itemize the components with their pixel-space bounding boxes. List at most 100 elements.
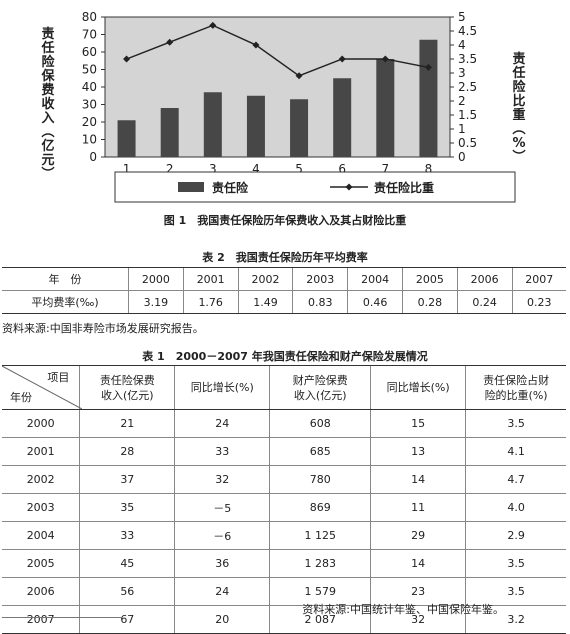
y-left-tick-label: 0	[89, 150, 97, 164]
year-cell: 2006	[2, 577, 80, 606]
y-left-tick-label: 60	[82, 45, 97, 59]
value-cell: 4.7	[465, 465, 566, 494]
y-right-tick-label: 5	[458, 10, 466, 24]
year-cell: 2004	[2, 521, 80, 550]
row-header: 年 份	[2, 267, 129, 291]
value-cell: 685	[269, 437, 371, 466]
table1-caption: 表 1 2000－2007 年我国责任保险和财产保险发展情况	[142, 350, 428, 363]
bar	[246, 95, 265, 157]
value-cell: 36	[174, 549, 270, 578]
y-left-axis-label: 责任险保费收入︵亿元︶	[40, 26, 55, 182]
value-cell: 13	[370, 437, 466, 466]
value-cell: 1 579	[269, 577, 371, 606]
average-rate-table: 年 份 2000 2001 2002 2003 2004 2005 2006 2007 平均费…	[2, 267, 566, 314]
value-cell: 14	[370, 465, 466, 494]
line-point	[381, 55, 389, 63]
bar	[290, 99, 309, 157]
value-cell: 29	[370, 521, 466, 550]
y-right-tick-label: 0	[458, 150, 466, 164]
plot-area	[104, 16, 451, 158]
y-left-tick-label: 20	[82, 115, 97, 129]
year-cell: 2004	[347, 267, 403, 291]
value-cell: 20	[174, 605, 270, 634]
rate-cell: 1.76	[182, 290, 239, 314]
table-row: 平均费率(‰) 3.19 1.76 1.49 0.83 0.46 0.28 0.24 0.23	[2, 290, 566, 314]
line-point	[295, 72, 303, 80]
year-cell: 2007	[511, 267, 566, 291]
rate-cell: 0.23	[511, 290, 566, 314]
column-header: 责任保险占财 险的比重(%)	[465, 365, 566, 410]
column-header: 同比增长(%)	[174, 365, 270, 410]
value-cell: 33	[174, 437, 270, 466]
value-cell: 3.5	[465, 577, 566, 606]
legend-line-label: 责任险比重	[374, 180, 434, 195]
value-cell: 33	[79, 521, 175, 550]
bar	[419, 39, 438, 157]
y-left-tick-label: 30	[82, 98, 97, 112]
column-header: 同比增长(%)	[370, 365, 466, 410]
rate-cell: 0.28	[401, 290, 458, 314]
y-right-tick-label: 4	[458, 38, 466, 52]
value-cell: 1 283	[269, 549, 371, 578]
x-tick-label: 3	[209, 162, 217, 176]
value-cell: 37	[79, 465, 175, 494]
year-cell: 2000	[2, 409, 80, 438]
figure-caption: 图 1 我国责任保险历年保费收入及其占财险比重	[163, 214, 407, 227]
table2-source: 资料来源:中国非寿险市场发展研究报告。	[2, 322, 204, 335]
bar	[333, 78, 352, 157]
table-row: 2004 33 －6 1 125 29 2.9	[2, 521, 566, 550]
legend-line-marker	[345, 183, 353, 191]
line-point	[424, 63, 432, 71]
value-cell: 15	[370, 409, 466, 438]
table-row: 年 份 2000 2001 2002 2003 2004 2005 2006 2007	[2, 267, 566, 291]
y-left-tick-label: 70	[82, 28, 97, 42]
value-cell: 780	[269, 465, 371, 494]
value-cell: 608	[269, 409, 371, 438]
legend-bar-label: 责任险	[212, 180, 249, 195]
value-cell: 24	[174, 577, 270, 606]
y-left-tick-label: 10	[82, 133, 97, 147]
diagonal-divider	[2, 366, 82, 409]
year-cell: 2005	[2, 549, 80, 578]
value-cell: 28	[79, 437, 175, 466]
year-cell: 2001	[2, 437, 80, 466]
rate-cell: 0.46	[347, 290, 403, 314]
value-cell: 3.5	[465, 549, 566, 578]
bar	[160, 108, 179, 157]
bar	[376, 59, 395, 157]
value-cell: 24	[174, 409, 270, 438]
legend-box	[114, 171, 516, 203]
footnote-rule	[2, 617, 122, 618]
y-right-tick-label: 2	[458, 94, 466, 108]
table-row: 2002 37 32 780 14 4.7	[2, 465, 566, 494]
year-cell: 2007	[2, 605, 80, 634]
x-tick-label: 1	[123, 162, 131, 176]
y-left-tick-label: 80	[82, 10, 97, 24]
year-cell: 2003	[2, 493, 80, 522]
corner-cell: 项目 年份	[2, 365, 82, 410]
value-cell: 23	[370, 577, 466, 606]
insurance-development-table: 项目 年份 责任险保费 收入(亿元) 同比增长(%) 财产险保费 收入(亿元) 同比增…	[2, 365, 566, 634]
value-cell: 4.1	[465, 437, 566, 466]
year-cell: 2006	[456, 267, 513, 291]
table2-caption: 表 2 我国责任保险历年平均费率	[202, 251, 368, 264]
value-cell: 3.5	[465, 409, 566, 438]
year-cell: 2002	[2, 465, 80, 494]
x-tick-label: 4	[252, 162, 260, 176]
line-point	[166, 38, 174, 46]
table-row: 2000 21 24 608 15 3.5	[2, 409, 566, 438]
value-cell: －6	[174, 521, 270, 550]
legend-bar-swatch	[178, 182, 204, 192]
rate-cell: 1.49	[237, 290, 293, 314]
year-cell: 2003	[292, 267, 348, 291]
x-tick-label: 5	[295, 162, 303, 176]
y-right-tick-label: 3	[458, 66, 466, 80]
table-row: 2005 45 36 1 283 14 3.5	[2, 549, 566, 578]
rate-cell: 0.83	[292, 290, 348, 314]
table-header-row: 项目 年份 责任险保费 收入(亿元) 同比增长(%) 财产险保费 收入(亿元) 同比增…	[2, 365, 566, 410]
y-right-tick-label: 0.5	[458, 136, 477, 150]
y-left-tick-label: 40	[82, 80, 97, 94]
value-cell: 869	[269, 493, 371, 522]
value-cell: 35	[79, 493, 175, 522]
